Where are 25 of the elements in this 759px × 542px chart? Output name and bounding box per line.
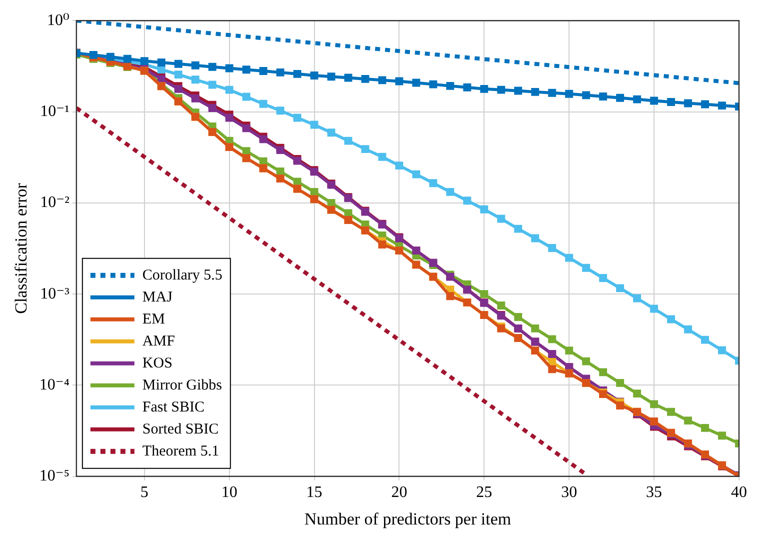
legend-label: AMF bbox=[142, 333, 175, 350]
y-tick-label: 10⁻⁵ bbox=[39, 468, 70, 485]
legend-label: Mirror Gibbs bbox=[142, 377, 222, 394]
x-tick-label: 5 bbox=[140, 484, 148, 502]
x-tick-label: 30 bbox=[561, 484, 578, 502]
y-tick-label: 10⁻⁴ bbox=[39, 376, 70, 394]
legend-label: Corollary 5.5 bbox=[142, 267, 222, 284]
x-tick-label: 10 bbox=[221, 484, 238, 502]
x-tick-label: 25 bbox=[476, 484, 492, 502]
x-axis-title: Number of predictors per item bbox=[304, 509, 512, 528]
x-tick-label: 20 bbox=[391, 484, 408, 502]
y-tick-label: 10⁰ bbox=[47, 12, 70, 29]
legend-label: MAJ bbox=[142, 289, 173, 306]
legend-label: KOS bbox=[142, 355, 172, 372]
y-tick-label: 10⁻³ bbox=[40, 285, 70, 302]
x-tick-label: 40 bbox=[731, 484, 747, 502]
legend-label: EM bbox=[142, 311, 165, 328]
y-tick-label: 10⁻¹ bbox=[40, 102, 70, 120]
legend-label: Theorem 5.1 bbox=[142, 443, 220, 460]
legend-label: Sorted SBIC bbox=[142, 421, 219, 438]
legend-label: Fast SBIC bbox=[142, 399, 205, 416]
y-axis-title: Classification error bbox=[12, 182, 31, 314]
y-tick-label: 10⁻² bbox=[40, 194, 70, 212]
x-tick-label: 15 bbox=[306, 484, 322, 502]
x-tick-label: 35 bbox=[646, 484, 662, 502]
